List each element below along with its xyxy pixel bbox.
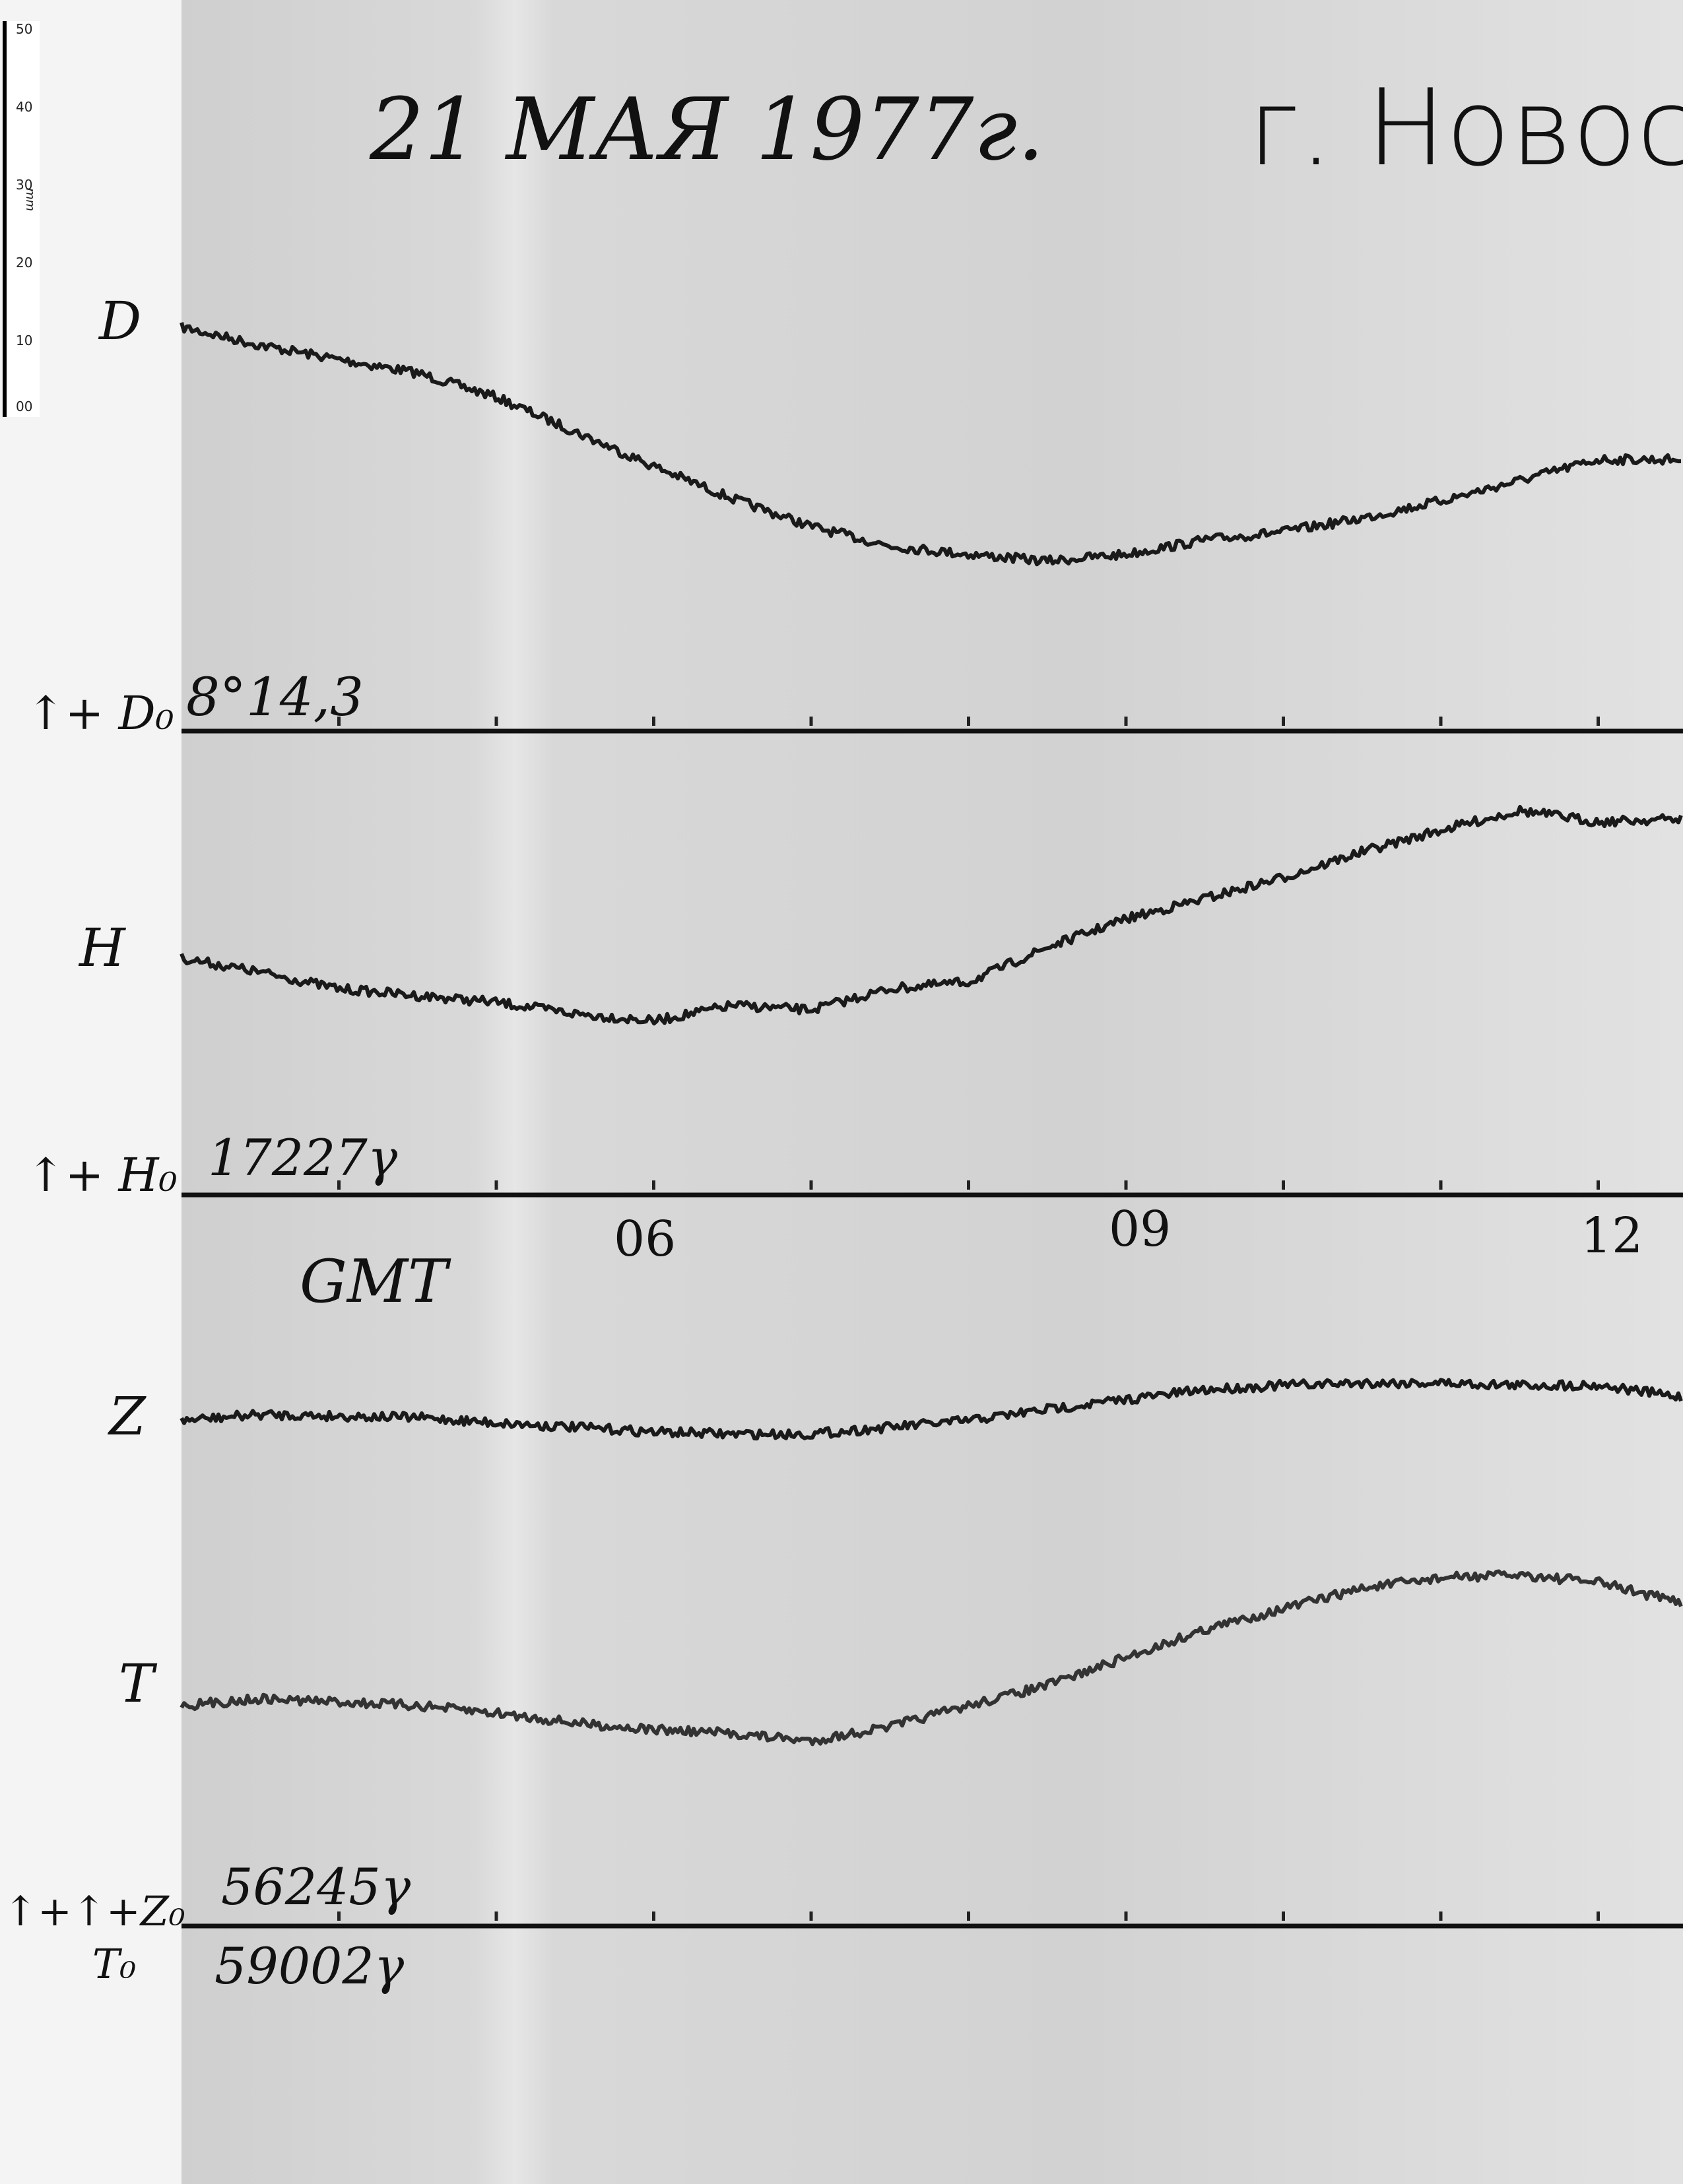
baseline-value-Z: 56245γ [221, 1857, 411, 1916]
mm-ruler: 50 40 30 mm 20 10 00 [3, 21, 40, 417]
label-H: H [79, 917, 125, 979]
station-title: г. Новоси [1247, 66, 1683, 189]
date-title: 21 МАЯ 1977г. [370, 79, 1045, 179]
label-T0: T₀ [92, 1940, 137, 1988]
ruler-tick-label: 10 [16, 333, 33, 348]
trace-T [180, 1569, 1683, 1747]
scan-streak [475, 0, 554, 2184]
ruler-tick-label: 50 [16, 21, 33, 37]
baseline-value-H: 17227γ [208, 1128, 398, 1187]
label-T: T [119, 1653, 154, 1714]
label-Z: Z [109, 1386, 146, 1447]
x-tick-06: 06 [614, 1211, 676, 1268]
label-D0: ↑+ D₀ [26, 686, 174, 740]
baseline-value-D: 8°14,3 [186, 666, 364, 728]
x-tick-12: 12 [1581, 1207, 1643, 1264]
baseline-value-T: 59002γ [214, 1937, 405, 1995]
ruler-tick-label: 00 [16, 399, 33, 414]
label-H0: ↑+ H₀ [26, 1148, 178, 1202]
magnetogram-paper [182, 0, 1683, 2184]
x-tick-09: 09 [1109, 1201, 1172, 1258]
time-zone-label: GMT [300, 1247, 448, 1316]
label-D: D [99, 290, 142, 352]
ruler-tick-label: 20 [16, 255, 33, 271]
trace-D [180, 321, 1682, 567]
ruler-tick-label: 40 [16, 99, 33, 115]
label-Z0: ↑+↑+Z₀ [3, 1887, 185, 1935]
trace-Z [180, 1378, 1683, 1441]
ruler-tick-label: 30 [16, 177, 33, 193]
trace-H [180, 804, 1683, 1026]
